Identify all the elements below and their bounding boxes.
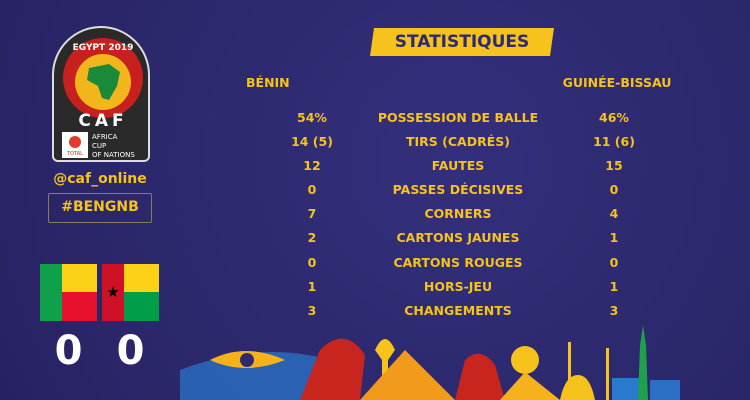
away-value: 3	[609, 303, 619, 318]
stat-row: 7 CORNERS 4	[0, 206, 750, 226]
egypt-skyline-illustration	[180, 325, 680, 400]
page-title: STATISTIQUES	[394, 32, 530, 52]
stat-label: CHANGEMENTS	[404, 303, 512, 318]
stat-row: 1 HORS-JEU 1	[0, 279, 750, 299]
stat-row: 0 CARTONS ROUGES 0	[0, 255, 750, 275]
svg-text:CUP: CUP	[92, 142, 106, 150]
stat-label: CARTONS ROUGES	[393, 255, 523, 270]
away-team-name: GUINÉE-BISSAU	[562, 75, 672, 90]
home-value: 0	[307, 182, 317, 197]
home-value: 14 (5)	[291, 134, 333, 149]
stat-label: TIRS (CADRÉS)	[406, 134, 510, 149]
away-value: 11 (6)	[593, 134, 635, 149]
stat-row: 3 CHANGEMENTS 3	[0, 303, 750, 323]
guinea-bissau-flag: ★	[102, 264, 159, 321]
stat-row: 2 CARTONS JAUNES 1	[0, 230, 750, 250]
home-value: 3	[307, 303, 317, 318]
home-value: 7	[307, 206, 317, 221]
svg-text:OF NATIONS: OF NATIONS	[92, 151, 135, 159]
svg-text:CAF: CAF	[78, 111, 127, 131]
away-value: 1	[609, 279, 619, 294]
stat-label: CARTONS JAUNES	[396, 230, 520, 245]
home-value: 1	[307, 279, 317, 294]
away-value: 1	[609, 230, 619, 245]
home-team-name: BÉNIN	[246, 75, 290, 90]
home-score: 0	[54, 328, 83, 374]
away-value: 0	[609, 255, 619, 270]
stat-row: 14 (5) TIRS (CADRÉS) 11 (6)	[0, 134, 750, 154]
stat-row: 12 FAUTES 15	[0, 158, 750, 178]
home-value: 12	[303, 158, 321, 173]
stat-label: POSSESSION DE BALLE	[377, 110, 539, 125]
stat-label: PASSES DÉCISIVES	[392, 182, 524, 197]
stat-row: 54% POSSESSION DE BALLE 46%	[0, 110, 750, 130]
title-banner: STATISTIQUES	[370, 28, 554, 56]
stat-label: CORNERS	[424, 206, 492, 221]
away-value: 46%	[599, 110, 629, 125]
away-value: 4	[609, 206, 619, 221]
svg-text:AFRICA: AFRICA	[92, 133, 118, 141]
svg-text:TOTAL: TOTAL	[66, 151, 83, 157]
away-score: 0	[116, 328, 145, 374]
away-value: 15	[605, 158, 623, 173]
star-icon: ★	[106, 283, 120, 301]
away-value: 0	[609, 182, 619, 197]
stat-row: 0 PASSES DÉCISIVES 0	[0, 182, 750, 202]
afcon-logo: EGYPT 2019 CAF TOTAL AFRICA CUP OF NATIO…	[52, 26, 150, 162]
home-value: 0	[307, 255, 317, 270]
social-handle: @caf_online	[53, 171, 147, 187]
hashtag-box: #BENGNB	[48, 193, 152, 223]
stat-label: HORS-JEU	[423, 279, 493, 294]
stat-label: FAUTES	[431, 158, 485, 173]
home-value: 2	[307, 230, 317, 245]
benin-flag	[40, 264, 97, 321]
home-value: 54%	[297, 110, 327, 125]
svg-text:EGYPT 2019: EGYPT 2019	[73, 43, 134, 53]
